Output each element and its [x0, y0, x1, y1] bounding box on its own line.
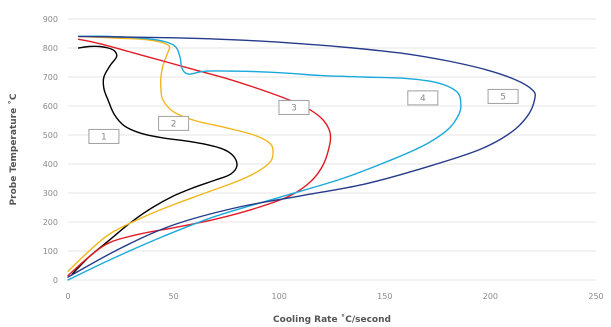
- series-line-5: [67, 35, 536, 278]
- series-line-3: [67, 38, 332, 277]
- y-axis-title: Probe Temperature ˚C: [8, 93, 19, 205]
- x-tick-label: 200: [483, 292, 498, 301]
- curve-label-box: [407, 90, 439, 106]
- curve-label-3: 3: [278, 99, 310, 115]
- y-tick-label: 200: [43, 218, 58, 227]
- series-line-1: [71, 45, 238, 275]
- curve-label-5: 5: [487, 88, 519, 104]
- curve-label-text: 3: [291, 104, 297, 114]
- y-tick-label: 900: [43, 15, 58, 24]
- y-tick-label: 800: [43, 44, 58, 53]
- curve-label-box: [88, 128, 120, 144]
- x-tick-label: 0: [65, 292, 70, 301]
- y-tick-label: 0: [53, 276, 58, 285]
- curve-label-1: 1: [88, 128, 120, 144]
- y-tick-label: 700: [43, 73, 58, 82]
- curve-label-text: 1: [101, 133, 107, 143]
- series-line-2: [67, 35, 274, 272]
- series-line-4: [67, 35, 462, 281]
- curve-labels: 1 2 3 4 5: [88, 88, 519, 144]
- x-tick-label: 50: [169, 292, 179, 301]
- y-tick-label: 300: [43, 189, 58, 198]
- x-axis-title: Cooling Rate ˚C/second: [273, 314, 391, 325]
- curve-label-box: [158, 115, 190, 131]
- y-axis-ticks: 0 100 200 300 400 500 600 700 800 900: [43, 15, 58, 285]
- y-tick-label: 600: [43, 102, 58, 111]
- curve-label-2: 2: [158, 115, 190, 131]
- curve-label-text: 4: [420, 94, 426, 104]
- x-tick-label: 150: [377, 292, 392, 301]
- x-axis-ticks: 0 50 100 150 200 250: [65, 292, 603, 301]
- y-tick-label: 400: [43, 160, 58, 169]
- curve-label-box: [487, 88, 519, 104]
- y-tick-label: 500: [43, 131, 58, 140]
- gridlines: [68, 18, 596, 281]
- x-tick-label: 250: [588, 292, 603, 301]
- curve-label-box: [278, 99, 310, 115]
- series-lines: [67, 35, 536, 281]
- curve-label-text: 5: [500, 93, 506, 103]
- x-tick-label: 100: [272, 292, 287, 301]
- y-tick-label: 100: [43, 247, 58, 256]
- curve-label-text: 2: [171, 120, 177, 130]
- curve-label-4: 4: [407, 90, 439, 106]
